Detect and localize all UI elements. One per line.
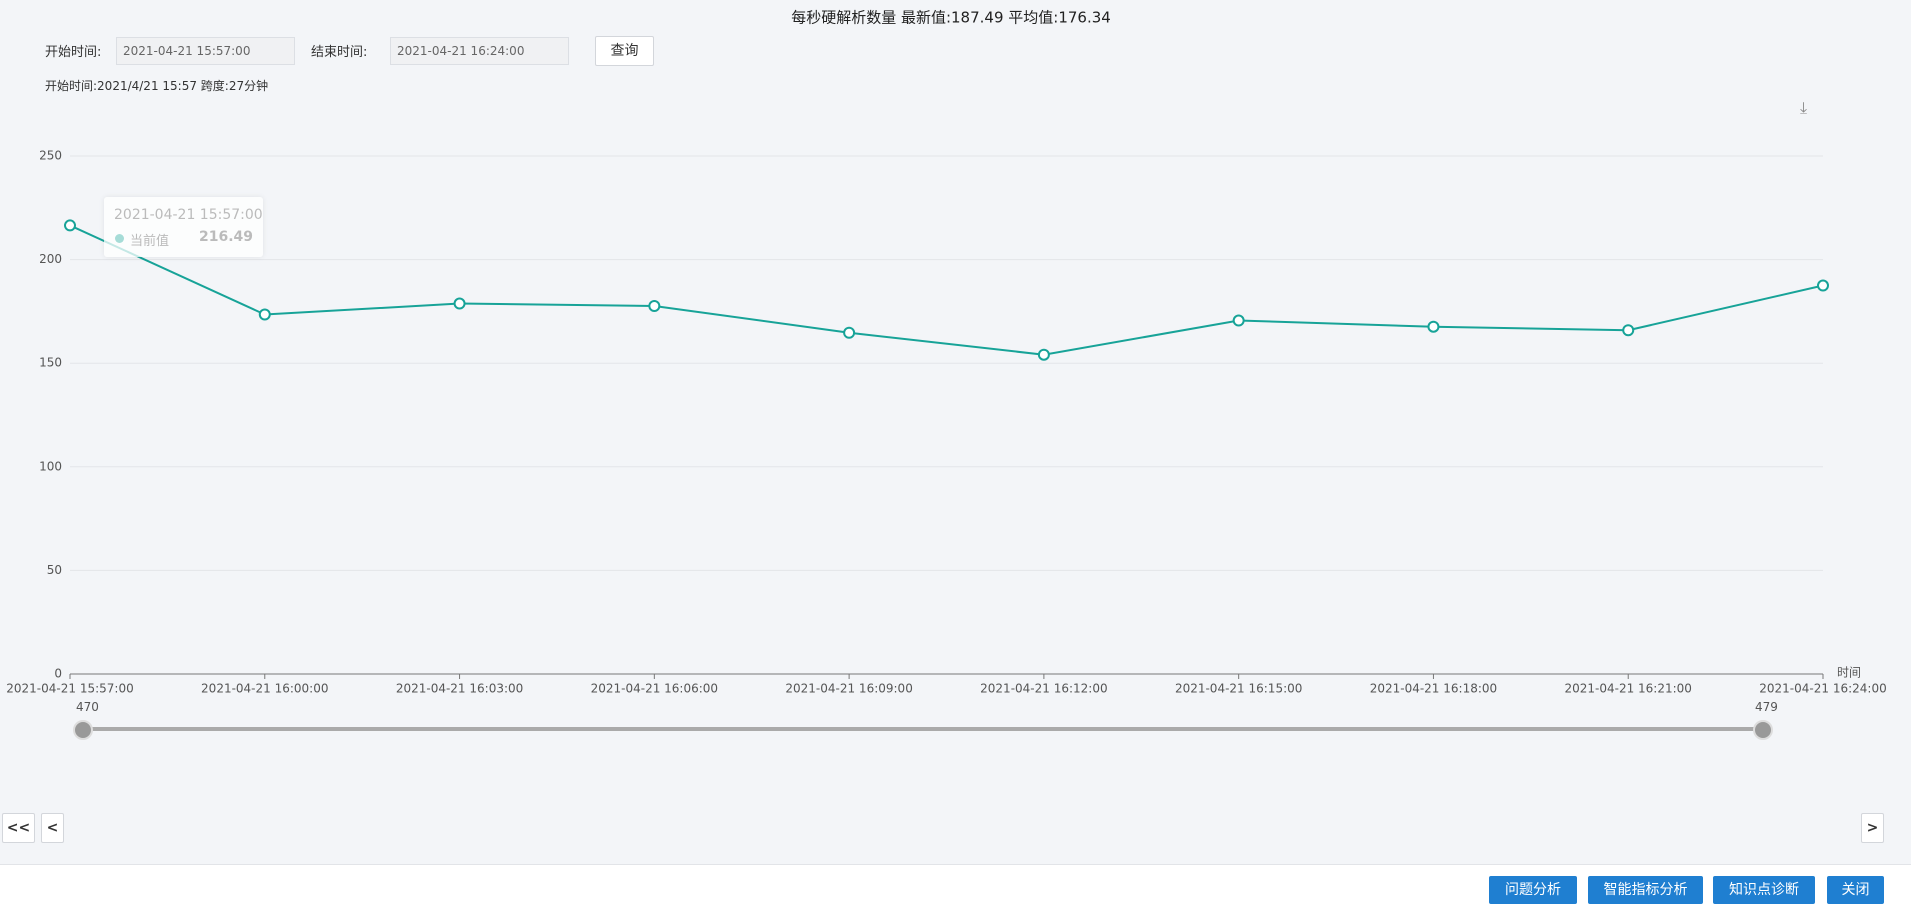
slider-end-label: 479	[1755, 700, 1778, 714]
x-tick-label: 2021-04-21 16:03:00	[396, 682, 523, 696]
slider-track	[82, 727, 1763, 731]
action-button[interactable]: 问题分析	[1489, 876, 1577, 904]
x-tick-label: 2021-04-21 16:12:00	[980, 682, 1107, 696]
prev-button[interactable]: <	[41, 813, 64, 843]
info-text: 开始时间:2021/4/21 15:57 跨度:27分钟	[45, 79, 269, 93]
slider-handle[interactable]	[73, 720, 93, 740]
point	[1427, 320, 1440, 333]
x-tick-label: 2021-04-21 16:09:00	[785, 682, 912, 696]
chart: 每秒硬解析数量 最新值:187.49 平均值:176.34 0 50 100 150 2…	[6, 9, 1886, 696]
x-tick-label: 2021-04-21 16:18:00	[1370, 682, 1497, 696]
x-tick-label: 2021-04-21 16:24:00	[1759, 682, 1886, 696]
slider-start-label: 470	[76, 700, 99, 714]
x-tick-label: 2021-04-21 15:57:00	[6, 682, 133, 696]
start-label: 开始时间:	[45, 45, 102, 60]
y-tick-label: 50	[47, 563, 62, 577]
x-axis-label: 时间	[1837, 666, 1861, 680]
action-button[interactable]: 关闭	[1827, 876, 1884, 904]
y-tick-label: 200	[39, 252, 62, 266]
point	[1622, 324, 1635, 337]
point	[843, 326, 856, 339]
action-button[interactable]: 知识点诊断	[1713, 876, 1815, 904]
point	[1037, 348, 1050, 361]
end-input[interactable]: 2021-04-21 16:24:00	[390, 37, 569, 65]
point	[258, 308, 271, 321]
x-tick-label: 2021-04-21 16:21:00	[1564, 682, 1691, 696]
next-button[interactable]: >	[1861, 813, 1884, 843]
action-button[interactable]: 智能指标分析	[1588, 876, 1703, 904]
point	[648, 300, 661, 313]
tooltip-label: 当前值	[130, 234, 170, 249]
tooltip-dot	[115, 234, 124, 243]
line	[69, 224, 1824, 356]
point	[64, 219, 76, 232]
download-icon[interactable]: ⤓	[1800, 98, 1808, 117]
tooltip-time: 2021-04-21 15:57:00	[114, 207, 263, 223]
y-tick-label: 0	[54, 667, 62, 681]
start-input[interactable]: 2021-04-21 15:57:00	[116, 37, 295, 65]
tooltip-value: 216.49	[198, 229, 253, 245]
chart-panel: 每秒硬解析数量 最新值:187.49 平均值:176.34 0 50 100 150 2…	[0, 0, 1911, 864]
point	[1232, 314, 1245, 327]
first-button[interactable]: <<	[2, 813, 35, 843]
y-tick-label: 150	[39, 356, 62, 370]
y-tick-label: 250	[39, 149, 62, 163]
end-label: 结束时间:	[311, 45, 368, 60]
query-button[interactable]: 查询	[595, 36, 654, 66]
tooltip: 2021-04-21 15:57:00 当前值 216.49	[104, 197, 263, 257]
footer: 问题分析 智能指标分析 知识点诊断 关闭	[0, 864, 1911, 912]
slider-handle[interactable]	[1753, 720, 1773, 740]
x-tick-label: 2021-04-21 16:06:00	[591, 682, 718, 696]
x-tick-label: 2021-04-21 16:00:00	[201, 682, 328, 696]
point	[453, 297, 466, 310]
y-tick-label: 100	[39, 459, 62, 473]
x-tick-label: 2021-04-21 16:15:00	[1175, 682, 1302, 696]
chart-title: 每秒硬解析数量 最新值:187.49 平均值:176.34	[791, 9, 1111, 27]
point	[1817, 279, 1829, 292]
